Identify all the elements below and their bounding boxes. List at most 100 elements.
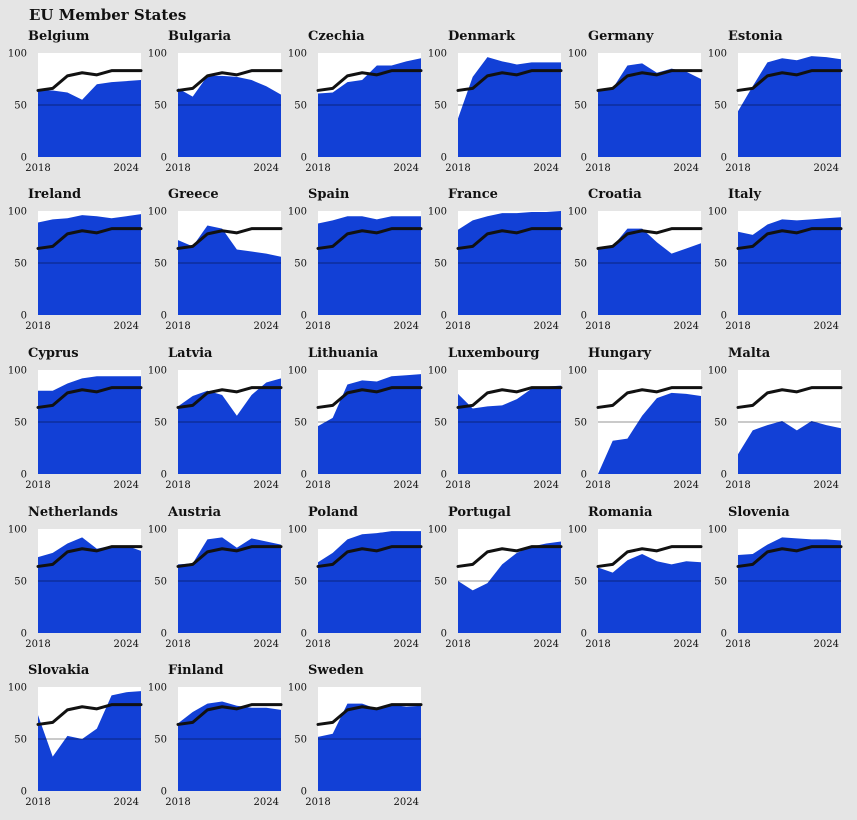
panel-chart: 0 50 100 2018 2024 [8, 207, 143, 332]
y-tick-label: 0 [301, 311, 307, 322]
panel-chart: 0 50 100 2018 2024 [8, 525, 143, 650]
y-tick-label: 100 [708, 49, 727, 60]
plot-group: 0 50 100 2018 2024 [708, 207, 843, 332]
x-tick-label: 2024 [394, 321, 419, 332]
panel-chart: 0 50 100 2018 2024 [708, 207, 843, 332]
x-tick-label: 2024 [394, 797, 419, 808]
x-tick-label: 2018 [305, 163, 330, 174]
x-tick-label: 2024 [254, 321, 279, 332]
panel-title: Germany [588, 29, 654, 44]
x-tick-label: 2018 [165, 797, 190, 808]
y-tick-label: 50 [154, 418, 167, 429]
panel-title: Portugal [448, 505, 511, 520]
panel-romania: Romania 0 50 100 2018 2024 [568, 505, 728, 655]
y-tick-label: 50 [294, 101, 307, 112]
y-tick-label: 50 [14, 259, 27, 270]
area-series [458, 541, 561, 633]
y-tick-label: 0 [721, 311, 727, 322]
y-tick-label: 0 [721, 470, 727, 481]
x-tick-label: 2024 [534, 480, 559, 491]
panel-title: Slovenia [728, 505, 790, 520]
y-tick-label: 0 [21, 629, 27, 640]
plot-group: 0 50 100 2018 2024 [288, 525, 423, 650]
x-tick-label: 2024 [394, 163, 419, 174]
eu-average-line [596, 545, 703, 568]
x-tick-label: 2024 [254, 163, 279, 174]
panel-title: Austria [168, 505, 222, 520]
panel-malta: Malta 0 50 100 2018 2024 [708, 346, 857, 496]
x-tick-label: 2024 [674, 163, 699, 174]
plot-group: 0 50 100 2018 2024 [288, 207, 423, 332]
y-tick-label: 0 [721, 153, 727, 164]
area-series [38, 691, 141, 791]
eu-average-line [596, 386, 703, 409]
panel-title: Bulgaria [168, 29, 232, 44]
plot-group: 0 50 100 2018 2024 [428, 49, 563, 174]
eu-average-line [316, 703, 423, 726]
plot-group: 0 50 100 2018 2024 [568, 49, 703, 174]
panel-poland: Poland 0 50 100 2018 2024 [288, 505, 448, 655]
panel-czechia: Czechia 0 50 100 2018 2024 [288, 29, 448, 179]
y-tick-label: 100 [428, 366, 447, 377]
y-tick-label: 0 [581, 311, 587, 322]
x-tick-label: 2024 [674, 480, 699, 491]
x-tick-label: 2018 [305, 797, 330, 808]
eu-average-line [736, 545, 843, 568]
y-tick-label: 50 [294, 418, 307, 429]
page-title: EU Member States [29, 6, 187, 24]
y-tick-label: 0 [441, 470, 447, 481]
x-tick-label: 2018 [305, 639, 330, 650]
eu-average-line [176, 545, 283, 568]
panel-bulgaria: Bulgaria 0 50 100 2018 2024 [148, 29, 308, 179]
panel-chart: 0 50 100 2018 2024 [428, 525, 563, 650]
plot-group: 0 50 100 2018 2024 [288, 366, 423, 491]
panel-greece: Greece 0 50 100 2018 2024 [148, 187, 308, 337]
x-tick-label: 2024 [534, 321, 559, 332]
y-tick-label: 100 [8, 683, 27, 694]
y-tick-label: 100 [568, 207, 587, 218]
x-tick-label: 2018 [165, 321, 190, 332]
x-tick-label: 2018 [25, 639, 50, 650]
x-tick-label: 2024 [814, 321, 839, 332]
panel-germany: Germany 0 50 100 2018 2024 [568, 29, 728, 179]
x-tick-label: 2018 [165, 639, 190, 650]
panel-italy: Italy 0 50 100 2018 2024 [708, 187, 857, 337]
x-tick-label: 2024 [114, 480, 139, 491]
y-tick-label: 50 [574, 259, 587, 270]
x-tick-label: 2024 [254, 797, 279, 808]
panel-cyprus: Cyprus 0 50 100 2018 2024 [8, 346, 168, 496]
x-tick-label: 2018 [585, 321, 610, 332]
panel-chart: 0 50 100 2018 2024 [148, 525, 283, 650]
y-tick-label: 50 [434, 259, 447, 270]
y-tick-label: 100 [428, 49, 447, 60]
area-series [38, 537, 141, 633]
area-series [738, 217, 841, 315]
x-tick-label: 2018 [725, 639, 750, 650]
y-tick-label: 0 [21, 311, 27, 322]
plot-group: 0 50 100 2018 2024 [8, 207, 143, 332]
y-tick-label: 50 [154, 259, 167, 270]
area-series [178, 378, 281, 474]
y-tick-label: 50 [714, 259, 727, 270]
area-series [598, 228, 701, 315]
y-tick-label: 50 [294, 577, 307, 588]
eu-average-line [316, 69, 423, 92]
y-tick-label: 0 [161, 311, 167, 322]
x-tick-label: 2018 [585, 163, 610, 174]
eu-average-line [36, 703, 143, 726]
y-tick-label: 0 [581, 470, 587, 481]
y-tick-label: 50 [154, 577, 167, 588]
panel-chart: 0 50 100 2018 2024 [148, 49, 283, 174]
panel-ireland: Ireland 0 50 100 2018 2024 [8, 187, 168, 337]
area-series [38, 376, 141, 474]
x-tick-label: 2024 [814, 639, 839, 650]
area-series [38, 214, 141, 315]
x-tick-label: 2024 [114, 639, 139, 650]
panel-austria: Austria 0 50 100 2018 2024 [148, 505, 308, 655]
y-tick-label: 100 [288, 683, 307, 694]
area-series [598, 63, 701, 157]
panel-title: Belgium [28, 29, 90, 44]
plot-group: 0 50 100 2018 2024 [708, 525, 843, 650]
plot-group: 0 50 100 2018 2024 [568, 366, 703, 491]
area-series [458, 385, 561, 474]
